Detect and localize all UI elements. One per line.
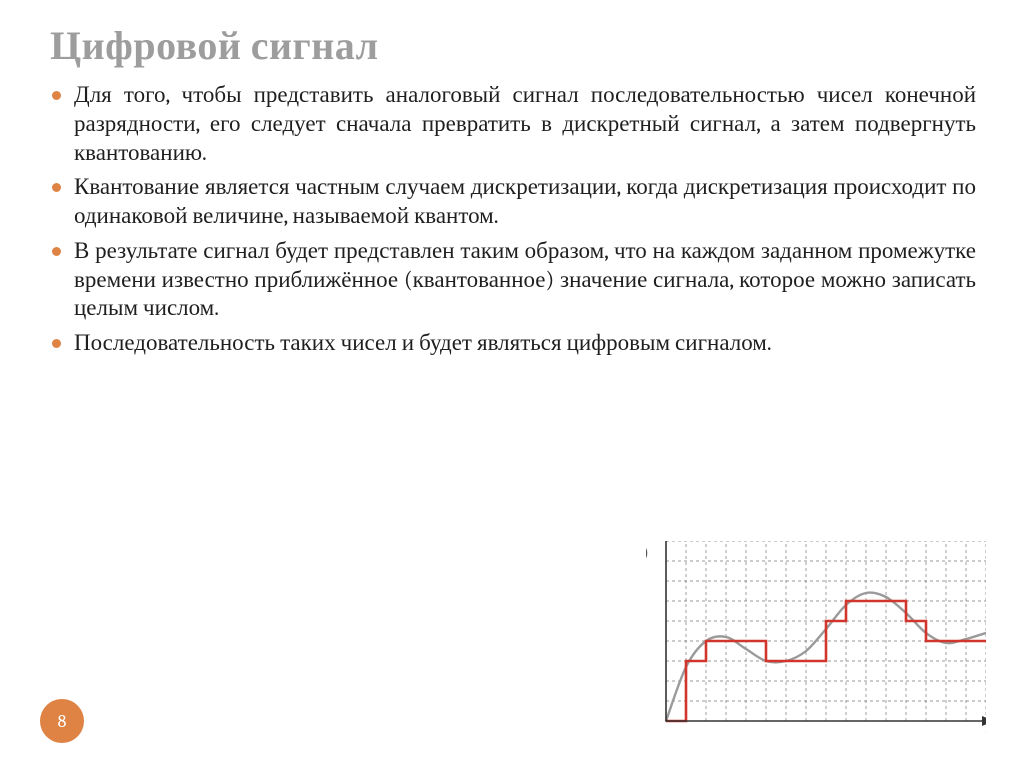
page-number: 8 — [58, 711, 67, 732]
list-item: Квантование является частным случаем дис… — [52, 173, 976, 231]
signal-chart: f(t)t — [646, 541, 986, 745]
slide: Цифровой сигнал Для того, чтобы представ… — [0, 0, 1024, 767]
list-item: В результате сигнал будет представлен та… — [52, 237, 976, 323]
bullet-list: Для того, чтобы представить аналоговый с… — [46, 81, 978, 358]
list-item: Последовательность таких чисел и будет я… — [52, 329, 976, 358]
page-title: Цифровой сигнал — [50, 22, 978, 69]
svg-text:f(t): f(t) — [646, 544, 648, 561]
page-number-badge: 8 — [40, 699, 84, 743]
list-item: Для того, чтобы представить аналоговый с… — [52, 81, 976, 167]
